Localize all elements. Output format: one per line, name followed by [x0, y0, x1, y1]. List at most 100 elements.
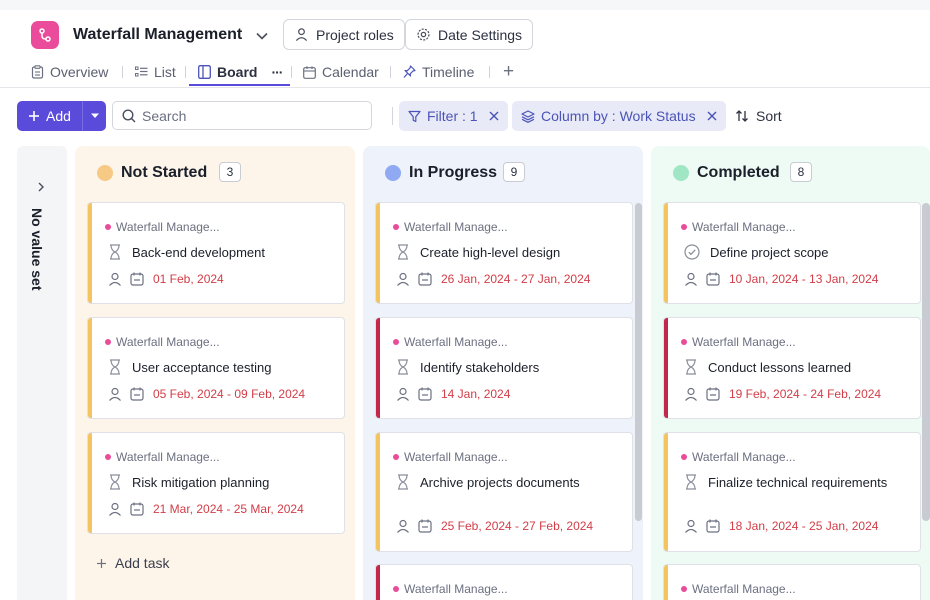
column-by-chip[interactable]: Column by : Work Status — [512, 101, 726, 131]
task-card[interactable]: Waterfall Manage... Create high-level des… — [375, 202, 633, 304]
assignee-icon[interactable] — [396, 272, 410, 286]
due-date[interactable]: 05 Feb, 2024 - 09 Feb, 2024 — [153, 387, 306, 401]
filter-chip[interactable]: Filter : 1 — [399, 101, 508, 131]
task-title[interactable]: Risk mitigation planning — [132, 475, 270, 490]
hourglass-icon[interactable] — [396, 359, 410, 375]
due-date[interactable]: 19 Feb, 2024 - 24 Feb, 2024 — [729, 387, 882, 401]
task-card[interactable]: Waterfall Manage... Define project scope 1… — [663, 202, 921, 304]
search-input[interactable] — [142, 107, 352, 124]
add-dropdown-button[interactable] — [83, 101, 106, 131]
project-dot — [105, 454, 111, 460]
project-tag[interactable]: Waterfall Manage... — [105, 450, 220, 464]
due-date[interactable]: 01 Feb, 2024 — [153, 272, 224, 286]
task-title[interactable]: Conduct lessons learned — [708, 360, 852, 375]
task-card[interactable]: Waterfall Manage... Identify stakeholders… — [375, 317, 633, 419]
more-icon[interactable]: ··· — [271, 64, 283, 80]
task-card[interactable]: Waterfall Manage... User acceptance testi… — [87, 317, 345, 419]
due-date[interactable]: 10 Jan, 2024 - 13 Jan, 2024 — [729, 272, 879, 286]
hourglass-icon[interactable] — [108, 244, 122, 260]
project-tag[interactable]: Waterfall Manage... — [105, 335, 220, 349]
chevron-right-icon[interactable] — [34, 180, 48, 194]
assignee-icon[interactable] — [684, 272, 698, 286]
assignee-icon[interactable] — [684, 519, 698, 533]
calendar-icon — [130, 272, 144, 286]
calendar-icon — [418, 387, 432, 401]
add-main-button[interactable]: Add — [17, 101, 82, 131]
due-date[interactable]: 14 Jan, 2024 — [441, 387, 511, 401]
project-tag[interactable]: Waterfall Manage... — [681, 582, 796, 596]
task-title[interactable]: Identify stakeholders — [420, 360, 540, 375]
due-date[interactable]: 21 Mar, 2024 - 25 Mar, 2024 — [153, 502, 304, 516]
add-task-button[interactable]: Add task — [96, 555, 169, 571]
due-date[interactable]: 18 Jan, 2024 - 25 Jan, 2024 — [729, 519, 879, 533]
due-date[interactable]: 26 Jan, 2024 - 27 Jan, 2024 — [441, 272, 591, 286]
chevron-down-icon[interactable] — [254, 28, 270, 44]
assignee-icon[interactable] — [396, 387, 410, 401]
hourglass-icon[interactable] — [108, 359, 122, 375]
task-card[interactable]: Waterfall Manage... — [663, 564, 921, 600]
task-title[interactable]: Finalize technical requirements — [708, 475, 888, 490]
tab-timeline[interactable]: Timeline — [403, 62, 474, 82]
column-scrollbar[interactable] — [635, 203, 642, 521]
add-view-button[interactable]: + — [503, 61, 515, 82]
task-card[interactable]: Waterfall Manage... Archive projects docu… — [375, 432, 633, 552]
project-tag[interactable]: Waterfall Manage... — [393, 450, 508, 464]
task-title[interactable]: Archive projects documents — [420, 475, 580, 490]
nav-divider — [291, 66, 292, 78]
column-by-label: Column by : Work Status — [541, 108, 696, 124]
project-dot — [681, 586, 687, 592]
hourglass-icon[interactable] — [396, 244, 410, 260]
add-button[interactable]: Add — [17, 101, 106, 131]
status-dot — [385, 165, 401, 181]
project-tag[interactable]: Waterfall Manage... — [393, 220, 508, 234]
tab-calendar[interactable]: Calendar — [303, 62, 379, 82]
sort-button[interactable]: Sort — [735, 101, 782, 131]
add-label: Add — [46, 108, 71, 124]
task-title[interactable]: Back-end development — [132, 245, 265, 260]
task-title[interactable]: Define project scope — [710, 245, 829, 260]
project-dot — [681, 224, 687, 230]
tab-board[interactable]: Board ··· — [198, 62, 283, 82]
assignee-icon[interactable] — [108, 387, 122, 401]
hourglass-icon[interactable] — [108, 474, 122, 490]
hourglass-icon[interactable] — [684, 474, 698, 490]
date-settings-button[interactable]: Date Settings — [405, 19, 534, 50]
assignee-icon[interactable] — [108, 502, 122, 516]
project-tag[interactable]: Waterfall Manage... — [393, 582, 508, 596]
due-date[interactable]: 25 Feb, 2024 - 27 Feb, 2024 — [441, 519, 594, 533]
task-card[interactable]: Waterfall Manage... Risk mitigation plann… — [87, 432, 345, 534]
priority-bar — [88, 203, 92, 303]
project-name: Waterfall Manage... — [692, 220, 796, 234]
check-circle-icon[interactable] — [684, 244, 700, 260]
project-tag[interactable]: Waterfall Manage... — [105, 220, 220, 234]
active-tab-indicator — [189, 84, 290, 86]
task-card[interactable]: Waterfall Manage... Conduct lessons learn… — [663, 317, 921, 419]
project-name: Waterfall Manage... — [116, 335, 220, 349]
calendar-icon — [706, 519, 720, 533]
task-title[interactable]: Create high-level design — [420, 245, 561, 260]
project-name: Waterfall Manage... — [116, 220, 220, 234]
assignee-icon[interactable] — [108, 272, 122, 286]
project-tag[interactable]: Waterfall Manage... — [681, 220, 796, 234]
project-tag[interactable]: Waterfall Manage... — [681, 450, 796, 464]
project-tag[interactable]: Waterfall Manage... — [681, 335, 796, 349]
project-tag[interactable]: Waterfall Manage... — [393, 335, 508, 349]
assignee-icon[interactable] — [396, 519, 410, 533]
hourglass-icon[interactable] — [684, 359, 698, 375]
priority-bar — [88, 318, 92, 418]
calendar-icon — [706, 387, 720, 401]
task-title[interactable]: User acceptance testing — [132, 360, 272, 375]
tab-calendar-label: Calendar — [322, 64, 379, 80]
hourglass-icon[interactable] — [396, 474, 410, 490]
task-card[interactable]: Waterfall Manage... Finalize technical re… — [663, 432, 921, 552]
task-card[interactable]: Waterfall Manage... — [375, 564, 633, 600]
date-settings-label: Date Settings — [438, 26, 523, 43]
tab-list[interactable]: List — [135, 62, 176, 82]
close-icon[interactable] — [489, 111, 499, 121]
project-roles-button[interactable]: Project roles — [283, 19, 405, 50]
tab-overview[interactable]: Overview — [31, 62, 108, 82]
task-card[interactable]: Waterfall Manage... Back-end development 0… — [87, 202, 345, 304]
close-icon[interactable] — [707, 111, 717, 121]
assignee-icon[interactable] — [684, 387, 698, 401]
column-scrollbar[interactable] — [922, 203, 930, 521]
